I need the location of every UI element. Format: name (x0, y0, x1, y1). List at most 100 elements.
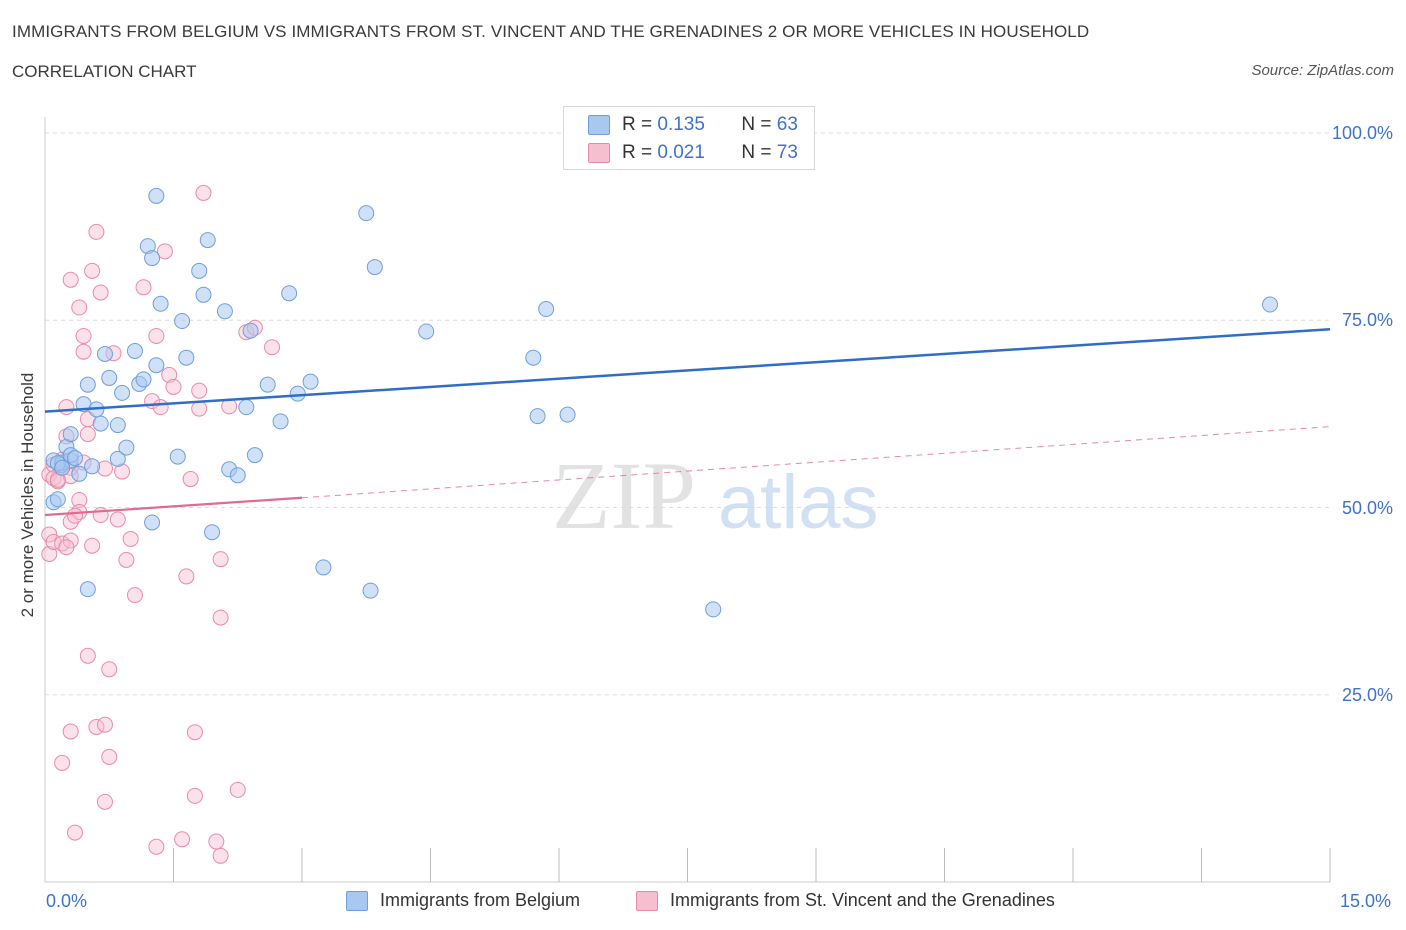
y-tick-label: 50.0% (1341, 497, 1393, 518)
point-belgium (79, 581, 96, 598)
point-belgium (272, 413, 289, 430)
bottom-legend-label-belgium: Immigrants from Belgium (380, 890, 581, 910)
point-belgium (169, 448, 186, 465)
watermark: ZIP atlas (552, 442, 879, 549)
point-st-vincent (152, 399, 169, 416)
point-st-vincent (186, 787, 203, 804)
point-st-vincent (84, 262, 101, 279)
point-belgium (49, 491, 66, 508)
point-st-vincent (101, 661, 118, 678)
legend-swatch-st-vincent (588, 143, 610, 163)
point-belgium (246, 447, 263, 464)
point-belgium (315, 559, 332, 576)
bottom-legend-belgium: Immigrants from Belgium (346, 890, 580, 911)
point-st-vincent (109, 511, 126, 528)
point-belgium (529, 408, 546, 425)
point-belgium (191, 262, 208, 279)
legend-n-label: N = (741, 114, 772, 135)
chart-title: IMMIGRANTS FROM BELGIUM VS IMMIGRANTS FR… (12, 22, 1090, 41)
y-tick-label: 75.0% (1341, 310, 1393, 331)
point-belgium (144, 514, 161, 531)
legend-r-value-belgium: 0.135 (657, 114, 705, 135)
point-st-vincent (208, 833, 225, 850)
legend-r-value-st-vincent: 0.021 (657, 142, 705, 163)
point-belgium (101, 369, 118, 386)
point-belgium (525, 349, 542, 366)
point-st-vincent (101, 748, 118, 765)
bottom-legend-swatch-belgium (346, 890, 368, 911)
point-belgium (118, 439, 135, 456)
legend-r-label: R = (622, 114, 653, 135)
trend-lines (44, 327, 1331, 517)
point-st-vincent (264, 339, 281, 356)
point-belgium (362, 582, 379, 599)
point-st-vincent (229, 781, 246, 798)
point-belgium (302, 373, 319, 390)
point-belgium (1262, 296, 1279, 313)
point-st-vincent (165, 378, 182, 395)
point-belgium (92, 415, 109, 432)
legend-r-label: R = (622, 142, 653, 163)
gridlines (45, 132, 1330, 696)
point-st-vincent (126, 587, 143, 604)
point-st-vincent (79, 426, 96, 443)
point-belgium (199, 232, 216, 249)
watermark-atlas: atlas (718, 460, 879, 545)
point-belgium (195, 286, 212, 303)
point-belgium (144, 250, 161, 267)
point-st-vincent (62, 723, 79, 740)
legend-row-belgium: R = 0.135 N = 63 (588, 114, 798, 136)
point-st-vincent (122, 530, 139, 547)
point-st-vincent (54, 754, 71, 771)
point-st-vincent (161, 366, 178, 383)
watermark-zip: ZIP (552, 442, 696, 549)
point-belgium (126, 342, 143, 359)
point-st-vincent (178, 568, 195, 585)
y-tick-label: 25.0% (1341, 684, 1393, 705)
point-st-vincent (75, 327, 92, 344)
point-belgium (174, 312, 191, 329)
chart-subtitle: CORRELATION CHART (12, 62, 197, 81)
trend-line-st-vincent-projection (301, 426, 1331, 499)
source-credit: Source: ZipAtlas.com (1251, 62, 1394, 79)
series-st-vincent-points (41, 184, 281, 864)
point-belgium (204, 524, 221, 541)
point-st-vincent (156, 243, 173, 260)
point-st-vincent (118, 551, 135, 568)
point-belgium (238, 399, 255, 416)
point-st-vincent (41, 526, 58, 543)
point-belgium (259, 376, 276, 393)
point-belgium (148, 187, 165, 204)
x-tick-max: 15.0% (1340, 891, 1392, 911)
point-belgium (114, 384, 131, 401)
legend-row-st-vincent: R = 0.021 N = 73 (588, 142, 798, 164)
legend-n-label: N = (741, 142, 772, 163)
point-belgium (62, 426, 79, 443)
series-belgium-points (45, 187, 1279, 618)
point-belgium (178, 349, 195, 366)
point-st-vincent (58, 399, 75, 416)
point-st-vincent (212, 847, 229, 864)
point-st-vincent (148, 838, 165, 855)
point-st-vincent (195, 184, 212, 201)
point-belgium (418, 323, 435, 340)
point-st-vincent (88, 223, 105, 240)
trend-line-belgium (44, 327, 1331, 413)
bottom-legend: Immigrants from Belgium Immigrants from … (0, 888, 1406, 916)
bottom-legend-swatch-st-vincent (636, 890, 658, 911)
point-st-vincent (96, 716, 113, 733)
point-st-vincent (182, 471, 199, 488)
y-tick-label: 100.0% (1331, 123, 1393, 143)
point-st-vincent (92, 506, 109, 523)
point-belgium (289, 385, 306, 402)
point-belgium (79, 376, 96, 393)
point-st-vincent (191, 400, 208, 417)
point-belgium (54, 459, 71, 476)
point-st-vincent (186, 724, 203, 741)
point-belgium (559, 406, 576, 423)
point-belgium (358, 205, 375, 222)
point-belgium (66, 450, 83, 467)
point-belgium (152, 295, 169, 312)
point-belgium (216, 303, 233, 320)
point-belgium (538, 301, 555, 318)
